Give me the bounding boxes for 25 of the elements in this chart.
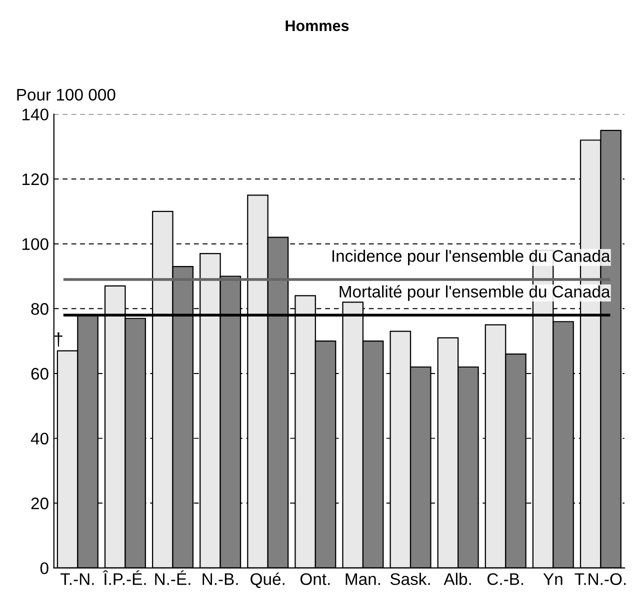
x-tick-label: Ont. xyxy=(300,573,330,586)
y-tick-label: 100 xyxy=(22,238,48,250)
x-tick-label: N.-É. xyxy=(155,570,190,585)
y-tick-label: 40 xyxy=(30,432,48,445)
x-tick-label: Man. xyxy=(346,573,380,586)
x-tick-label: T.-N. xyxy=(60,573,94,585)
y-tick-label: 80 xyxy=(31,303,48,315)
y-tick-label: 140 xyxy=(22,108,48,120)
chart-title: Hommes xyxy=(286,20,349,32)
y-tick-label: 20 xyxy=(31,498,48,510)
x-tick-label: N.-B. xyxy=(202,573,238,585)
x-tick-label: Î.P.-É. xyxy=(102,570,146,585)
ref-line-label: Incidence pour l'ensemble du Canada xyxy=(332,250,610,266)
y-tick-label: 120 xyxy=(22,173,48,186)
y-axis-title: Pour 100 000 xyxy=(17,88,116,101)
ref-line-label: Mortalité pour l'ensemble du Canada xyxy=(340,285,610,301)
y-tick-label: 0 xyxy=(40,562,48,574)
x-tick-label: Sask. xyxy=(390,572,430,586)
y-tick-label: 60 xyxy=(31,368,48,380)
x-tick-label: Yn xyxy=(543,573,562,585)
annotation: † xyxy=(54,332,62,347)
x-tick-label: Alb. xyxy=(444,572,471,586)
x-tick-label: C.-B. xyxy=(487,573,524,586)
x-tick-label: T.N.-O. xyxy=(574,573,626,586)
x-tick-label: Qué. xyxy=(250,572,284,588)
